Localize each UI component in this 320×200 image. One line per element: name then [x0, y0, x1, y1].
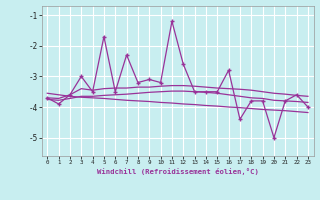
X-axis label: Windchill (Refroidissement éolien,°C): Windchill (Refroidissement éolien,°C)	[97, 168, 259, 175]
